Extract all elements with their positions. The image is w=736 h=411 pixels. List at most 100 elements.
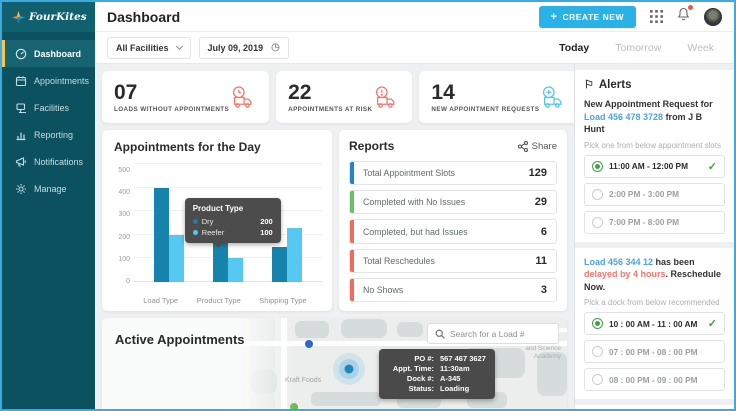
bar-dry[interactable] (154, 187, 170, 282)
clock-icon: ◷ (271, 42, 280, 53)
slot-option[interactable]: 08 : 00 PM - 09 : 00 PM ✓ (584, 368, 725, 391)
report-row[interactable]: Total Appointment Slots 129 (349, 161, 557, 186)
stats-row: 07 LOADS WITHOUT APPOINTMENTS 22 APPOIN (102, 71, 580, 123)
slot-option[interactable]: 2:00 PM - 3:00 PM ✓ (584, 182, 725, 206)
sidebar-item-label: Appointments (34, 75, 90, 86)
tab-week[interactable]: Week (687, 41, 714, 54)
series-dot-reefer (192, 229, 198, 235)
x-axis-label: Product Type (196, 296, 241, 305)
picker-label: Pick one from below appointment slots (584, 140, 721, 150)
stat-card-icon (233, 85, 252, 108)
reports-title: Reports (349, 139, 395, 153)
bar-group-load-type[interactable] (154, 164, 185, 282)
map-tooltip: PO #: 567 467 3627 Appt. Time: 11:30am Doc… (379, 349, 495, 399)
chevron-down-icon (175, 42, 183, 50)
chart-x-labels: Load Type Product Type Shipping Type (114, 293, 322, 305)
sidebar-item-facilities[interactable]: Facilities (2, 94, 95, 121)
radio-icon (592, 160, 603, 172)
chart-groups (134, 164, 322, 282)
range-tabs: Today Tomorrow Week (559, 42, 722, 54)
user-avatar[interactable] (704, 7, 722, 26)
slot-option[interactable]: 10 : 00 AM - 11 : 00 AM ✓ (584, 312, 725, 335)
notifications-bell-icon[interactable] (677, 5, 693, 26)
slot-option[interactable]: 11:00 AM - 12:00 PM ✓ (584, 154, 725, 178)
facility-icon (16, 102, 26, 113)
stat-value: 14 (431, 80, 455, 104)
stat-card-appointments-at-risk[interactable]: 22 APPOINTMENTS AT RISK (276, 71, 413, 123)
share-icon (517, 140, 528, 152)
sidebar-item-reporting[interactable]: Reporting (2, 121, 95, 148)
map-dot-blue (305, 340, 313, 348)
x-axis-label: Load Type (143, 296, 179, 305)
alerts-panel: ⚐ Alerts New Appointment Request for Loa… (574, 64, 734, 409)
top-bar: Dashboard CREATE NEW (95, 2, 734, 32)
notification-dot (688, 5, 693, 10)
sidebar-item-notifications[interactable]: Notifications (2, 148, 95, 175)
share-button[interactable]: Share (517, 140, 557, 152)
radio-icon (592, 318, 603, 329)
report-row[interactable]: Completed with No Issues 29 (349, 190, 557, 215)
sidebar-item-dashboard[interactable]: Dashboard (2, 40, 95, 67)
map-label-academy: and Science Academy (525, 345, 561, 360)
bar-chart-icon (16, 132, 26, 140)
content-area: 07 LOADS WITHOUT APPOINTMENTS 22 APPOIN (95, 64, 734, 409)
chart-tooltip-row: Reefer 100 (192, 228, 273, 237)
stat-card-loads-without-appointments[interactable]: 07 LOADS WITHOUT APPOINTMENTS (102, 71, 270, 123)
sidebar-item-label: Facilities (34, 102, 70, 113)
sidebar-item-label: Notifications (34, 156, 84, 167)
report-row[interactable]: No Shows 3 (349, 277, 557, 303)
filter-bar: All Facilities July 09, 2019 ◷ Today Tom… (95, 32, 734, 64)
radio-icon (592, 374, 603, 385)
series-dot-dry (192, 218, 198, 224)
stat-card-new-appointment-requests[interactable]: 14 NEW APPOINTMENT REQUESTS (419, 71, 580, 123)
check-icon: ✓ (707, 318, 717, 330)
date-picker[interactable]: July 09, 2019 ◷ (198, 36, 289, 59)
alert-section-delayed-load-2: Load 456 478 3728 has been delayed by 4 … (575, 405, 734, 409)
create-new-button[interactable]: CREATE NEW (538, 5, 636, 28)
gear-icon (16, 183, 26, 194)
sidebar-nav: Dashboard Appointments Facilities Report… (2, 40, 95, 202)
report-row[interactable]: Total Reschedules 11 (349, 248, 557, 273)
bar-reefer[interactable] (286, 227, 302, 282)
slot-option[interactable]: 7:00 PM - 8:00 PM ✓ (584, 210, 725, 234)
flag-icon: ⚐ (584, 79, 594, 91)
sidebar-item-label: Manage (34, 183, 67, 194)
plus-icon (551, 12, 558, 22)
map-label-facility: Kraft Foods (285, 377, 322, 384)
load-search-input[interactable]: Search for a Load # (427, 323, 559, 344)
tab-today[interactable]: Today (559, 41, 590, 54)
slot-option[interactable]: 07 : 00 PM - 08 : 00 PM ✓ (584, 340, 725, 363)
sidebar-item-manage[interactable]: Manage (2, 175, 95, 202)
sidebar: FourKites Dashboard Appointments Facilit… (2, 2, 95, 409)
x-axis-label: Shipping Type (259, 296, 307, 305)
load-link[interactable]: Load 456 478 3728 (584, 111, 664, 122)
alert-section-delayed-load: Load 456 344 12 has been delayed by 4 ho… (575, 247, 734, 399)
appointments-chart-card: Appointments for the Day 500 400 300 200 100… (102, 130, 332, 311)
load-link[interactable]: Load 456 344 12 (584, 256, 654, 267)
sidebar-item-appointments[interactable]: Appointments (2, 67, 95, 94)
bar-dry[interactable] (271, 246, 287, 282)
active-appointments-card: Active Appointments (102, 318, 567, 409)
sidebar-item-label: Dashboard (34, 48, 82, 59)
check-icon: ✓ (707, 160, 717, 173)
stat-card-icon (376, 85, 395, 108)
search-icon (435, 328, 445, 339)
brand-logo[interactable]: FourKites (2, 2, 95, 32)
radio-icon (592, 216, 603, 228)
stat-card-icon (543, 85, 562, 108)
alert-message: New Appointment Request for Load 456 478… (584, 99, 713, 134)
alert-message: Load 456 344 12 has been delayed by 4 ho… (584, 256, 722, 292)
map-fade (237, 318, 297, 409)
bar-reefer[interactable] (169, 234, 185, 282)
stat-label: LOADS WITHOUT APPOINTMENTS (114, 105, 230, 113)
tab-tomorrow[interactable]: Tomorrow (615, 41, 662, 54)
bar-group-shipping-type[interactable] (271, 164, 302, 282)
calendar-icon (15, 75, 27, 86)
apps-grid-icon[interactable] (650, 10, 663, 23)
brand-name: FourKites (29, 11, 87, 23)
map-marker-selected (333, 353, 365, 385)
report-row[interactable]: Completed, but had Issues 6 (349, 219, 557, 244)
facility-select[interactable]: All Facilities (107, 36, 191, 59)
bar-reefer[interactable] (227, 258, 243, 282)
